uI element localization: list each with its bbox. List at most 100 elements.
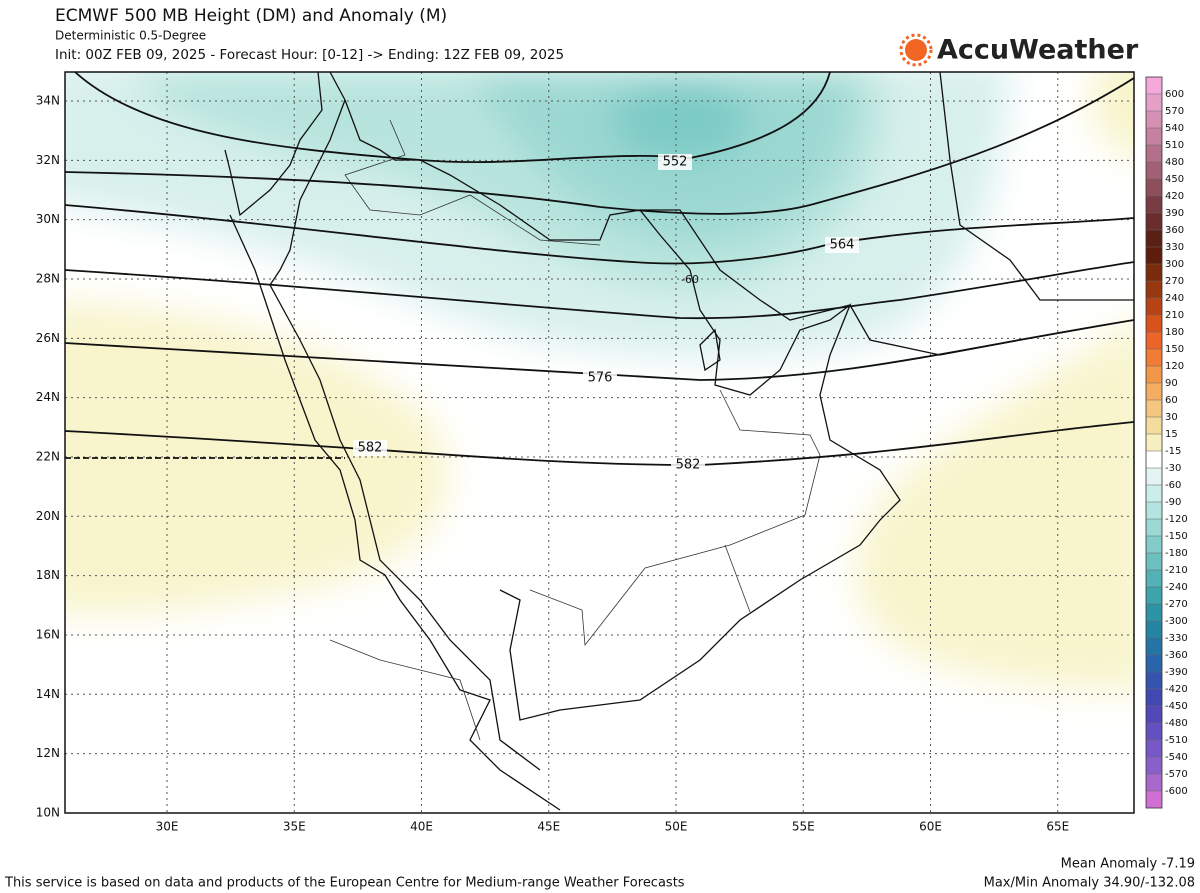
colorbar-box: [1146, 264, 1162, 282]
lat-label: 26N: [36, 331, 60, 345]
colorbar-label: 330: [1165, 242, 1184, 253]
title: ECMWF 500 MB Height (DM) and Anomaly (M): [55, 6, 447, 26]
anomaly-shading: [65, 72, 1134, 690]
lon-label: 45E: [537, 820, 560, 834]
colorbar-label: -330: [1165, 633, 1188, 644]
colorbar-box: [1146, 94, 1162, 112]
colorbar-box: [1146, 247, 1162, 265]
colorbar-box: [1146, 230, 1162, 248]
credit: This service is based on data and produc…: [4, 876, 685, 891]
colorbar-box: [1146, 536, 1162, 554]
colorbar-box: [1146, 213, 1162, 231]
colorbar-box: [1146, 604, 1162, 622]
lat-label: 10N: [36, 805, 60, 819]
colorbar-label: 450: [1165, 174, 1184, 185]
colorbar-box: [1146, 672, 1162, 690]
colorbar-label: 570: [1165, 106, 1184, 117]
lon-label: 30E: [156, 820, 179, 834]
colorbar-box: [1146, 196, 1162, 214]
lon-label: 40E: [410, 820, 433, 834]
colorbar-box: [1146, 485, 1162, 503]
lon-label: 55E: [792, 820, 815, 834]
colorbar-label: -90: [1165, 497, 1181, 508]
contour-label: 582: [676, 458, 701, 473]
colorbar-label: -600: [1165, 786, 1188, 797]
colorbar-label: -120: [1165, 514, 1188, 525]
coastlines: [224, 72, 1134, 811]
logo-text: AccuWeather: [937, 35, 1139, 66]
colorbar-box: [1146, 638, 1162, 656]
colorbar-box: [1146, 655, 1162, 673]
lat-label: 34N: [36, 94, 60, 108]
subtitle: Deterministic 0.5-Degree: [55, 29, 206, 43]
contour-label: 582: [358, 441, 383, 456]
colorbar-box: [1146, 757, 1162, 775]
contour-label-bg: [353, 440, 387, 456]
lat-label: 22N: [36, 449, 60, 463]
colorbar-box: [1146, 740, 1162, 758]
colorbar-label: 600: [1165, 89, 1184, 100]
contour-label-bg: [825, 237, 859, 253]
colorbar-label: -150: [1165, 531, 1188, 542]
lat-label: 16N: [36, 627, 60, 641]
colorbar-label: -300: [1165, 616, 1188, 627]
colorbar-box: [1146, 621, 1162, 639]
lat-label: 28N: [36, 271, 60, 285]
colorbar-label: -30: [1165, 463, 1181, 474]
colorbar-label: -390: [1165, 667, 1188, 678]
colorbar-label: 90: [1165, 378, 1178, 389]
contour-label-bg: [658, 154, 692, 170]
colorbar-label: -450: [1165, 701, 1188, 712]
colorbar-box: [1146, 451, 1162, 469]
colorbar-label: 420: [1165, 191, 1184, 202]
colorbar-label: 540: [1165, 123, 1184, 134]
lon-label: 65E: [1046, 820, 1069, 834]
logo: AccuWeather: [899, 33, 1139, 67]
colorbar-label: 180: [1165, 327, 1184, 338]
colorbar-label: -240: [1165, 582, 1188, 593]
height-contours: [65, 72, 1134, 466]
colorbar-box: [1146, 502, 1162, 520]
colorbar-label: 510: [1165, 140, 1184, 151]
colorbar-box: [1146, 162, 1162, 180]
colorbar-label: 15: [1165, 429, 1178, 440]
colorbar-box: [1146, 366, 1162, 384]
colorbar-label: -360: [1165, 650, 1188, 661]
colorbar-frame: [1145, 76, 1163, 809]
colorbar-box: [1146, 434, 1162, 452]
colorbar-label: -480: [1165, 718, 1188, 729]
lon-label: 35E: [283, 820, 306, 834]
colorbar-label: 120: [1165, 361, 1184, 372]
contour-label-bg: [671, 457, 705, 473]
colorbar-box: [1146, 791, 1162, 809]
colorbar: 600 570 540 510 480 450 420 390 360 330 300 270 240 2…: [1145, 76, 1188, 809]
colorbar-box: [1146, 417, 1162, 435]
colorbar-label: 210: [1165, 310, 1184, 321]
colorbar-label: 30: [1165, 412, 1178, 423]
mean-anomaly: Mean Anomaly -7.19: [1061, 857, 1195, 872]
colorbar-label: 60: [1165, 395, 1178, 406]
colorbar-box: [1146, 400, 1162, 418]
colorbar-label: -180: [1165, 548, 1188, 559]
colorbar-box: [1146, 111, 1162, 129]
colorbar-box: [1146, 774, 1162, 792]
colorbar-label: -210: [1165, 565, 1188, 576]
colorbar-box: [1146, 570, 1162, 588]
colorbar-label: 240: [1165, 293, 1184, 304]
colorbar-label: 270: [1165, 276, 1184, 287]
colorbar-label: -540: [1165, 752, 1188, 763]
lat-label: 24N: [36, 390, 60, 404]
lat-label: 12N: [36, 746, 60, 760]
colorbar-box: [1146, 332, 1162, 350]
colorbar-box: [1146, 145, 1162, 163]
colorbar-label: -60: [1165, 480, 1181, 491]
lat-label: 14N: [36, 687, 60, 701]
colorbar-label: -15: [1165, 446, 1181, 457]
lat-label: 20N: [36, 509, 60, 523]
colorbar-label: 150: [1165, 344, 1184, 355]
contour-label-bg: [583, 370, 617, 386]
colorbar-box: [1146, 706, 1162, 724]
contour-label: 576: [588, 371, 613, 386]
colorbar-box: [1146, 179, 1162, 197]
